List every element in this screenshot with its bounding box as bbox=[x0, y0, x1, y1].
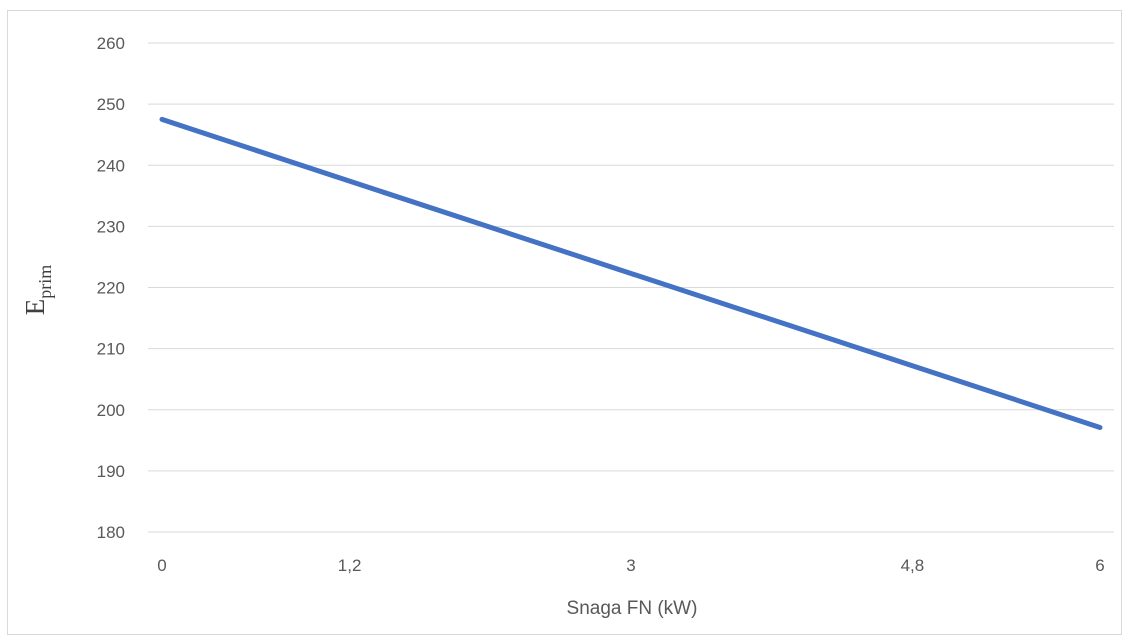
y-tick-labels: 180 190 200 210 220 230 240 250 260 bbox=[97, 34, 125, 542]
series-layer bbox=[159, 116, 1103, 430]
x-tick-label: 4,8 bbox=[901, 556, 925, 575]
y-tick-label: 230 bbox=[97, 217, 125, 236]
y-axis-title-subscript: prim bbox=[35, 265, 55, 299]
x-tick-label: 0 bbox=[157, 556, 166, 575]
y-tick-label: 250 bbox=[97, 95, 125, 114]
y-tick-label: 260 bbox=[97, 34, 125, 53]
y-tick-label: 210 bbox=[97, 340, 125, 359]
x-tick-label: 1,2 bbox=[338, 556, 362, 575]
x-tick-labels: 0 1,2 3 4,8 6 bbox=[157, 556, 1104, 575]
y-axis-title: Eprim bbox=[20, 265, 55, 316]
x-axis-title: Snaga FN (kW) bbox=[567, 598, 698, 619]
y-axis-title-main: E bbox=[20, 299, 50, 316]
x-tick-label: 6 bbox=[1095, 556, 1104, 575]
x-tick-label: 3 bbox=[626, 556, 635, 575]
y-tick-label: 240 bbox=[97, 156, 125, 175]
y-tick-label: 180 bbox=[97, 523, 125, 542]
y-tick-label: 220 bbox=[97, 279, 125, 298]
y-tick-label: 200 bbox=[97, 401, 125, 420]
y-tick-label: 190 bbox=[97, 462, 125, 481]
series-line bbox=[159, 116, 1103, 430]
chart-frame bbox=[7, 10, 1122, 635]
gridlines bbox=[148, 42, 1114, 533]
